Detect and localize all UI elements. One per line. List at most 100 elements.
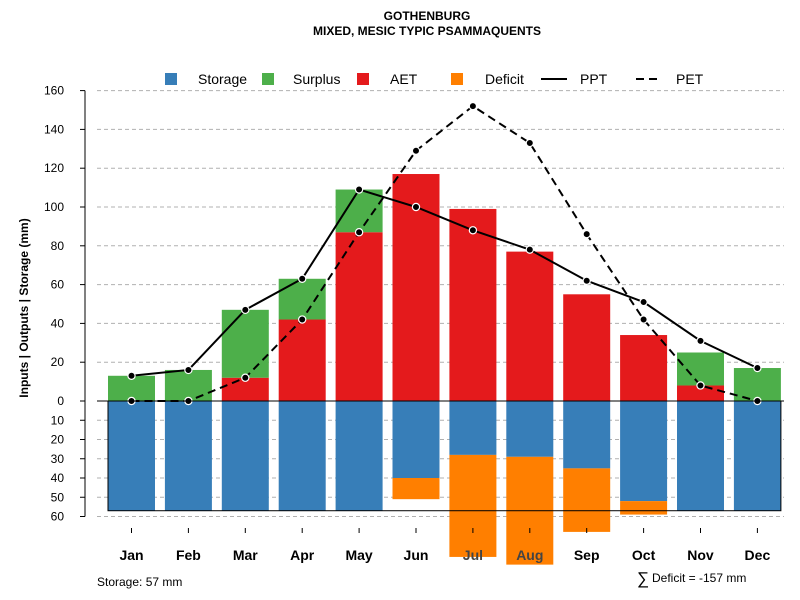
legend: Storage Surplus AET Deficit PPT PET: [165, 71, 704, 87]
point-ppt-feb: [184, 365, 193, 375]
bar-surplus-dec: [733, 368, 781, 401]
point-ppt-aug: [525, 245, 535, 254]
point-pet-jul: [468, 101, 478, 111]
point-ppt-sep: [582, 276, 591, 285]
sum-symbol: ∑: [637, 569, 649, 588]
x-tick-label-nov: Nov: [687, 547, 714, 563]
point-pet-apr: [298, 315, 307, 324]
bar-storage-jan: [108, 401, 155, 511]
bar-storage-aug: [506, 401, 554, 457]
point-pet-nov: [696, 381, 705, 390]
point-pet-jun: [411, 146, 421, 155]
point-ppt-oct: [639, 297, 648, 307]
point-ppt-may: [354, 185, 364, 194]
x-tick-label-sep: Sep: [574, 547, 600, 563]
bar-storage-feb: [164, 401, 212, 511]
y-tick-label-neg-50: 50: [51, 490, 65, 504]
line-pet: [131, 104, 758, 402]
bar-deficit-oct: [620, 501, 668, 515]
point-ppt-mar: [241, 305, 250, 315]
point-pet-may: [354, 228, 364, 237]
series-lines: [127, 101, 762, 406]
x-tick-label-mar: Mar: [233, 547, 258, 563]
bar-surplus-may: [335, 189, 383, 233]
bar-storage-apr: [278, 401, 326, 511]
storage-note: Storage: 57 mm: [97, 575, 182, 589]
bar-aet-jun: [392, 174, 440, 401]
point-ppt-nov: [696, 336, 705, 346]
bar-storage-jun: [392, 401, 440, 478]
y-tick-label-120: 120: [44, 161, 64, 175]
bar-storage-jul: [449, 401, 497, 455]
axes: 0 20 40 60 80 100 120 140 160 10 20 30 40 50 60 Jan Feb M…: [44, 84, 784, 563]
bar-storage-may: [335, 401, 383, 511]
legend-label-aet: AET: [390, 71, 418, 87]
bar-deficit-jul: [449, 454, 497, 557]
x-tick-label-feb: Feb: [176, 547, 201, 563]
y-tick-label-100: 100: [44, 200, 64, 214]
legend-label-deficit: Deficit: [485, 71, 524, 87]
point-pet-oct: [639, 315, 648, 324]
x-tick-label-jul: Jul: [463, 547, 483, 563]
y-tick-label-160: 160: [44, 84, 64, 98]
bar-storage-dec: [733, 401, 781, 511]
y-tick-label-40: 40: [51, 316, 65, 330]
legend-label-pet: PET: [676, 71, 704, 87]
bar-deficit-sep: [563, 468, 611, 532]
point-ppt-jan: [127, 371, 136, 380]
x-tick-label-apr: Apr: [290, 547, 315, 563]
y-tick-label-80: 80: [51, 239, 65, 253]
point-pet-sep: [582, 229, 591, 239]
x-tick-label-oct: Oct: [632, 547, 656, 563]
legend-key-deficit: [451, 73, 463, 85]
y-tick-label-neg-20: 20: [51, 433, 65, 447]
x-tick-label-jan: Jan: [119, 547, 143, 563]
y-axis-label: Inputs | Outputs | Storage (mm): [17, 218, 31, 397]
legend-label-storage: Storage: [198, 71, 247, 87]
bar-storage-sep: [563, 401, 611, 469]
y-tick-label-neg-10: 10: [51, 413, 65, 427]
legend-key-surplus: [262, 73, 274, 85]
bar-aet-may: [335, 232, 383, 401]
chart-subtitle: MIXED, MESIC TYPIC PSAMMAQUENTS: [313, 24, 541, 38]
x-tick-label-dec: Dec: [745, 547, 771, 563]
legend-key-storage: [165, 73, 177, 85]
y-tick-label-140: 140: [44, 122, 64, 136]
bar-surplus-mar: [221, 309, 269, 378]
legend-label-surplus: Surplus: [293, 71, 340, 87]
bar-surplus-apr: [278, 278, 326, 320]
bar-storage-mar: [221, 401, 269, 511]
y-tick-label-neg-30: 30: [51, 452, 65, 466]
bar-aet-apr: [278, 319, 326, 401]
point-ppt-jul: [468, 226, 478, 235]
chart-title: GOTHENBURG: [384, 9, 471, 23]
point-ppt-apr: [298, 274, 307, 283]
bar-surplus-nov: [677, 352, 724, 386]
y-tick-label-neg-60: 60: [51, 510, 65, 524]
y-tick-label-0: 0: [57, 394, 64, 408]
bar-deficit-jun: [392, 478, 440, 500]
deficit-note: Deficit = -157 mm: [652, 571, 746, 585]
point-ppt-jun: [411, 202, 421, 212]
y-tick-label-60: 60: [51, 278, 65, 292]
bar-aet-aug: [506, 251, 554, 401]
legend-label-ppt: PPT: [580, 71, 608, 87]
x-tick-label-jun: Jun: [404, 547, 429, 563]
point-pet-mar: [241, 373, 250, 382]
bars: [107, 174, 782, 565]
bar-aet-sep: [563, 294, 611, 401]
y-tick-label-neg-40: 40: [51, 471, 65, 485]
bar-storage-oct: [620, 401, 668, 502]
bar-storage-nov: [677, 401, 724, 511]
point-pet-aug: [525, 138, 535, 148]
point-ppt-dec: [753, 363, 762, 373]
bar-aet-jul: [449, 208, 497, 401]
legend-key-aet: [357, 73, 369, 85]
line-ppt: [131, 188, 758, 377]
bar-surplus-jan: [108, 375, 155, 401]
y-tick-label-20: 20: [51, 355, 65, 369]
x-tick-label-aug: Aug: [516, 547, 543, 563]
bar-aet-oct: [620, 335, 668, 401]
x-tick-label-may: May: [345, 547, 372, 563]
